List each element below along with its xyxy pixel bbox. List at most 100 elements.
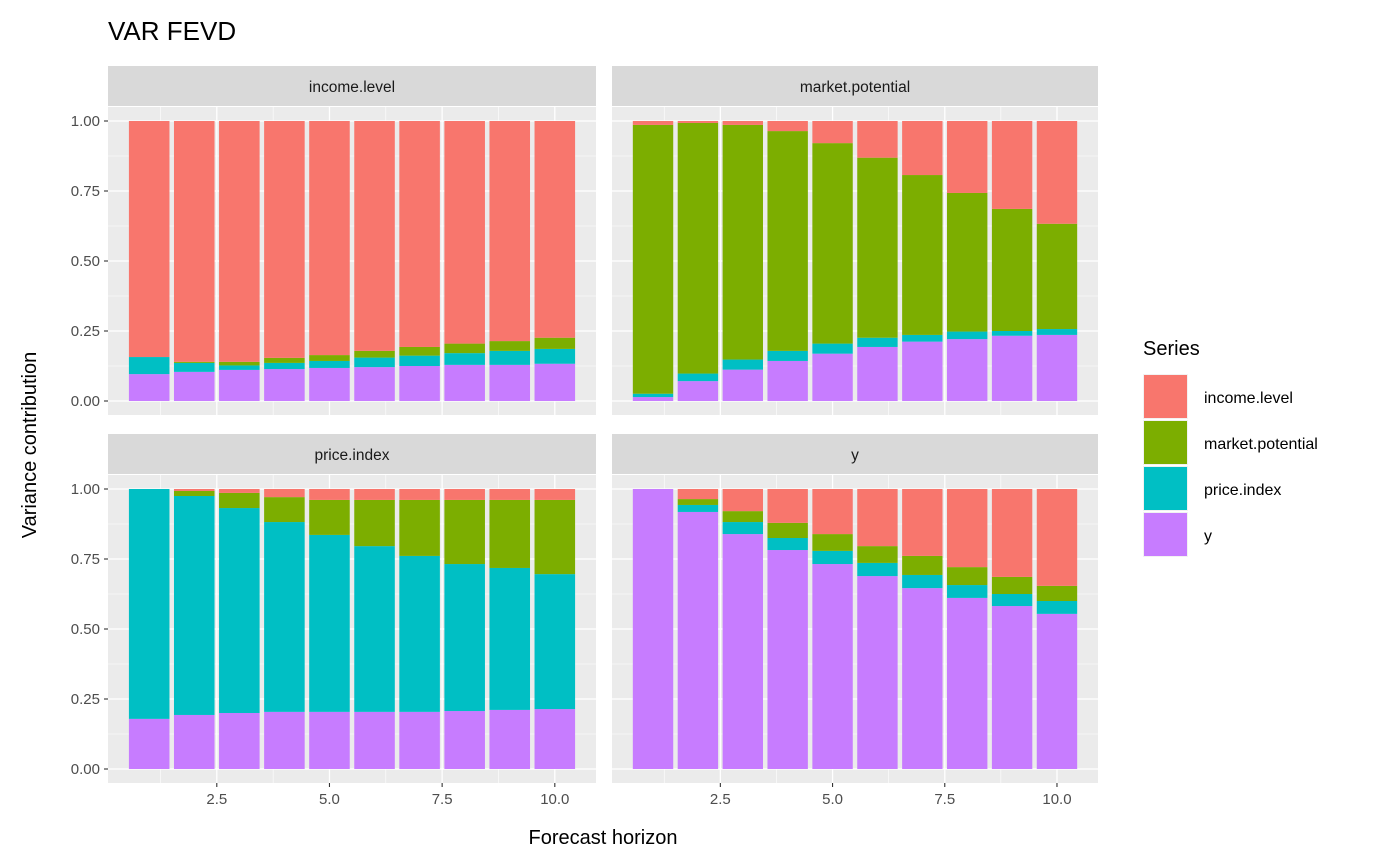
bar-income.level <box>902 121 943 176</box>
legend-key-income.level <box>1144 375 1187 418</box>
bar-income.level <box>902 489 943 556</box>
bar-income.level <box>722 121 763 125</box>
y-tick-label: 0.50 <box>71 253 100 270</box>
facet-panel-market.potential: market.potential <box>612 66 1098 415</box>
bar-market.potential <box>489 499 531 568</box>
bar-price.index <box>857 562 898 577</box>
bar-y <box>722 534 763 769</box>
bar-price.index <box>534 348 576 364</box>
bar-income.level <box>354 489 395 500</box>
bar-price.index <box>632 393 674 398</box>
bar-y <box>219 713 260 769</box>
bar-income.level <box>767 121 808 132</box>
bar-income.level <box>309 121 350 356</box>
y-tick-label: 0.00 <box>71 761 100 778</box>
bar-price.index <box>219 365 260 370</box>
bar-y <box>1036 613 1078 769</box>
bar-price.index <box>354 546 395 712</box>
facet-strip-label: price.index <box>315 447 390 464</box>
bar-price.index <box>767 538 808 551</box>
x-tick-label: 7.5 <box>432 791 453 808</box>
x-tick-label: 10.0 <box>540 791 569 808</box>
bar-price.index <box>264 362 305 370</box>
bar-y <box>991 335 1033 401</box>
facet-panel-y: y 2.5 5.0 7.5 10.0 <box>612 434 1098 808</box>
bar-market.potential <box>902 175 943 335</box>
x-tick-label: 10.0 <box>1042 791 1071 808</box>
bar-y <box>444 711 485 769</box>
bar-price.index <box>812 343 853 354</box>
bar-income.level <box>991 121 1033 209</box>
bar-y <box>947 597 988 769</box>
bar-market.potential <box>1036 223 1078 330</box>
x-tick-label: 5.0 <box>319 791 340 808</box>
bar-income.level <box>677 121 719 123</box>
bar-market.potential <box>857 546 898 563</box>
bar-income.level <box>444 121 485 344</box>
facet-panel-income.level: income.level 0.00 0.25 0.50 0.75 1.00 <box>71 66 596 415</box>
bar-income.level <box>399 121 440 347</box>
bar-market.potential <box>309 499 350 535</box>
bar-y <box>677 511 719 769</box>
bar-price.index <box>309 360 350 368</box>
bar-market.potential <box>173 490 215 496</box>
legend-key-price.index <box>1144 467 1187 510</box>
bar-income.level <box>947 121 988 193</box>
bar-y <box>173 714 215 769</box>
bar-market.potential <box>444 499 485 565</box>
bar-market.potential <box>534 499 576 575</box>
bar-market.potential <box>812 143 853 344</box>
bar-income.level <box>857 489 898 547</box>
y-tick-label: 0.75 <box>71 551 100 568</box>
bar-y <box>489 709 531 769</box>
facet-strip-label: market.potential <box>800 79 910 96</box>
y-tick-label: 0.25 <box>71 323 100 340</box>
bar-price.index <box>722 359 763 370</box>
bar-y <box>812 353 853 401</box>
bar-market.potential <box>489 341 531 351</box>
bar-y <box>354 711 395 769</box>
chart-title: VAR FEVD <box>108 16 236 46</box>
bar-income.level <box>173 489 215 491</box>
bar-price.index <box>489 350 531 365</box>
bar-y <box>857 346 898 401</box>
bar-price.index <box>991 594 1033 607</box>
bar-y <box>354 367 395 401</box>
bar-market.potential <box>219 361 260 366</box>
bar-market.potential <box>534 337 576 349</box>
bar-y <box>991 606 1033 769</box>
bar-y <box>632 489 674 769</box>
bar-income.level <box>947 489 988 568</box>
bar-price.index <box>354 357 395 368</box>
legend: Series income.level market.potential price… <box>1143 338 1318 557</box>
x-tick-label: 7.5 <box>934 791 955 808</box>
bar-y <box>264 369 305 401</box>
bar-market.potential <box>902 555 943 575</box>
bar-market.potential <box>264 357 305 363</box>
y-tick-label: 1.00 <box>71 113 100 130</box>
bar-y <box>767 550 808 769</box>
bar-price.index <box>173 362 215 372</box>
x-tick-label: 5.0 <box>822 791 843 808</box>
facet-strip <box>612 66 1098 106</box>
bar-price.index <box>219 508 260 713</box>
bar-income.level <box>991 489 1033 577</box>
bar-market.potential <box>264 497 305 523</box>
bar-y <box>1036 334 1078 401</box>
bar-price.index <box>444 353 485 365</box>
bar-price.index <box>489 567 531 710</box>
bar-price.index <box>991 331 1033 336</box>
bar-price.index <box>857 337 898 347</box>
bar-price.index <box>534 574 576 710</box>
bar-y <box>399 366 440 401</box>
bar-market.potential <box>219 492 260 509</box>
bar-income.level <box>632 121 674 125</box>
bar-price.index <box>128 489 170 719</box>
bar-income.level <box>812 489 853 535</box>
bar-income.level <box>677 489 719 500</box>
bar-income.level <box>534 489 576 500</box>
bar-income.level <box>219 489 260 493</box>
bar-y <box>309 711 350 769</box>
bar-income.level <box>354 121 395 351</box>
